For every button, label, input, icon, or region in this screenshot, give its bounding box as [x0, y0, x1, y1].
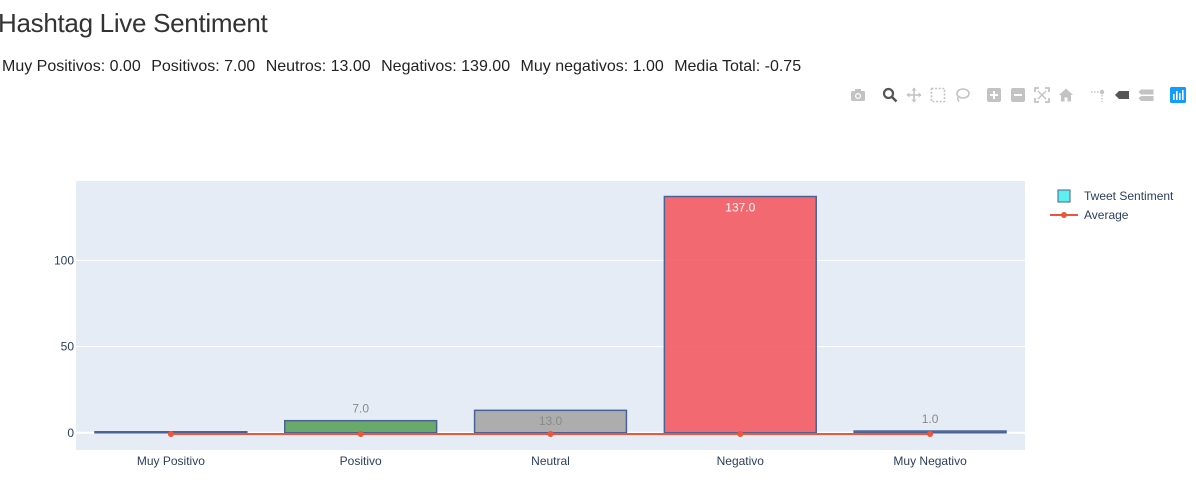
legend-label[interactable]: Tweet Sentiment: [1084, 189, 1174, 203]
bar-value-label: 137.0: [725, 201, 755, 215]
x-tick-label: Muy Negativo: [893, 454, 967, 468]
average-point[interactable]: [927, 431, 934, 438]
pan-icon[interactable]: [902, 84, 926, 106]
autoscale-icon[interactable]: [1030, 84, 1054, 106]
hover-closest-icon[interactable]: [1110, 84, 1134, 106]
average-point[interactable]: [167, 431, 174, 438]
stats-line: Muy Positivos: 0.00 Positivos: 7.00 Neut…: [2, 58, 807, 76]
hover-compare-icon[interactable]: [1134, 84, 1158, 106]
sentiment-chart: 7.0 13.0 137.0 1.0 0 50 100 Muy Positivo Posit…: [54, 181, 1174, 468]
average-line: [167, 431, 934, 438]
bar-value-label: 13.0: [539, 414, 563, 428]
stat-positivos: Positivos: 7.00: [151, 58, 256, 75]
zoom-in-icon[interactable]: [982, 84, 1006, 106]
plot-area[interactable]: [76, 181, 1025, 450]
modebar: [846, 84, 1190, 106]
stat-negativos: Negativos: 139.00: [381, 58, 511, 75]
x-tick-label: Neutral: [531, 454, 570, 468]
legend-swatch-bar[interactable]: [1057, 189, 1071, 203]
spike-lines-icon[interactable]: [1086, 84, 1110, 106]
legend-swatch-marker: [1061, 212, 1067, 218]
stat-muy-negativos: Muy negativos: 1.00: [520, 58, 664, 75]
average-point[interactable]: [357, 431, 364, 438]
bar-value-label: 7.0: [352, 402, 369, 416]
x-axis: Muy Positivo Positivo Neutral Negativo Muy N…: [137, 454, 967, 468]
stat-media-total: Media Total: -0.75: [674, 58, 802, 75]
y-tick-label: 100: [54, 253, 74, 267]
x-tick-label: Negativo: [717, 454, 765, 468]
bar[interactable]: [663, 195, 817, 434]
stat-neutros: Neutros: 13.00: [265, 58, 371, 75]
bar[interactable]: [284, 419, 438, 434]
x-tick-label: Positivo: [340, 454, 382, 468]
reset-axes-icon[interactable]: [1054, 84, 1078, 106]
box-select-icon[interactable]: [926, 84, 950, 106]
lasso-icon[interactable]: [950, 84, 974, 106]
camera-icon[interactable]: [846, 84, 870, 106]
average-point[interactable]: [737, 431, 744, 438]
x-tick-label: Muy Positivo: [137, 454, 205, 468]
plotly-logo-icon[interactable]: [1166, 84, 1190, 106]
legend: Tweet Sentiment Average: [1050, 189, 1174, 222]
bar-labels: 7.0 13.0 137.0 1.0: [352, 201, 938, 428]
legend-label[interactable]: Average: [1084, 208, 1129, 222]
bar-value-label: 1.0: [922, 412, 939, 426]
y-axis: 0 50 100: [54, 253, 74, 439]
y-tick-label: 0: [67, 426, 74, 440]
zoom-icon[interactable]: [878, 84, 902, 106]
average-point[interactable]: [547, 431, 554, 438]
y-tick-label: 50: [61, 340, 75, 354]
zoom-out-icon[interactable]: [1006, 84, 1030, 106]
stat-muy-positivos: Muy Positivos: 0.00: [2, 58, 141, 75]
page-title: Hashtag Live Sentiment: [0, 8, 268, 38]
